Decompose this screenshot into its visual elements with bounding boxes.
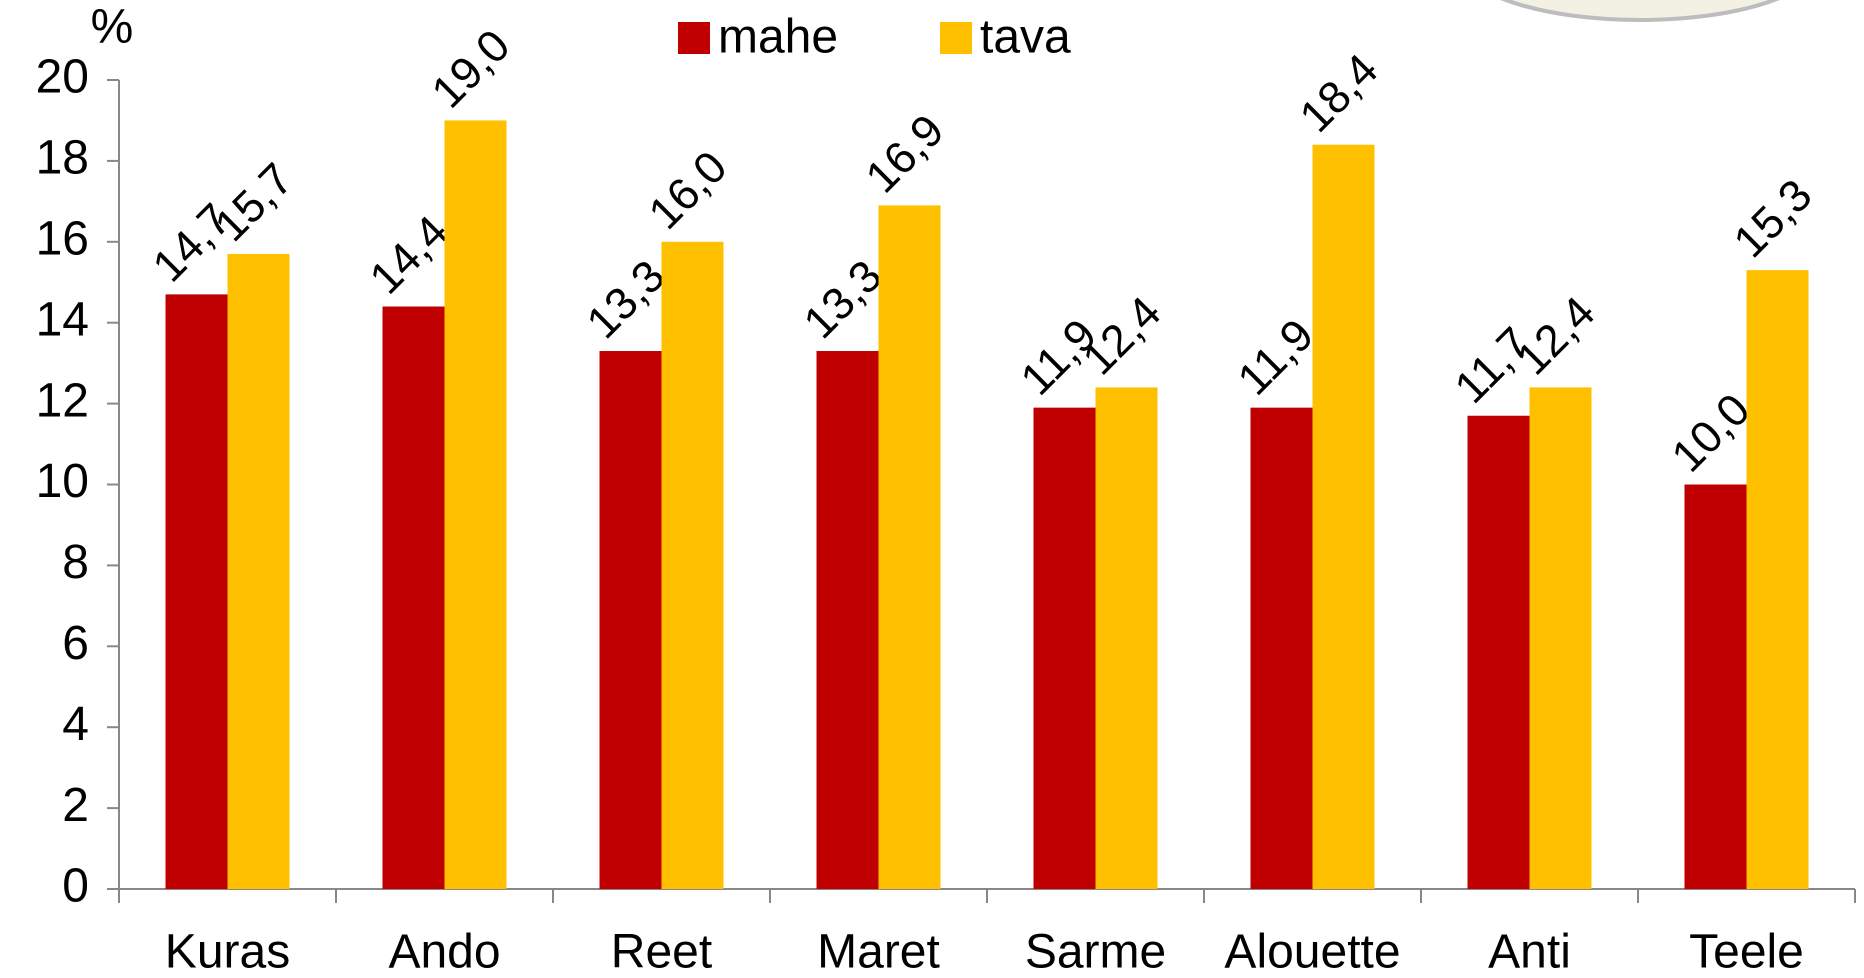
value-label: 10,0	[1662, 384, 1760, 482]
y-tick-label: 12	[36, 374, 89, 427]
value-label: 14,4	[360, 206, 458, 304]
x-tick-label: Reet	[611, 926, 712, 978]
x-tick-label: Ando	[388, 926, 500, 978]
legend-swatch	[678, 22, 710, 54]
bar	[661, 241, 724, 890]
x-tick-label: Anti	[1488, 926, 1571, 978]
bar	[1095, 387, 1158, 889]
y-tick-label: 10	[36, 455, 89, 508]
y-tick-label: 16	[36, 212, 89, 265]
x-tick-label: Alouette	[1224, 926, 1400, 978]
bar	[382, 306, 445, 889]
y-tick-label: 4	[62, 698, 89, 751]
bar	[227, 253, 290, 889]
y-tick-label: 8	[62, 536, 89, 589]
bar	[444, 120, 507, 889]
y-tick-label: 14	[36, 293, 89, 346]
bar	[1033, 407, 1096, 889]
y-axis-label: %	[91, 1, 134, 54]
bar	[1529, 387, 1592, 889]
bar	[599, 351, 662, 889]
value-label: 18,4	[1290, 44, 1388, 142]
bar	[1467, 415, 1530, 889]
value-label: 19,0	[422, 20, 520, 118]
y-tick-label: 2	[62, 779, 89, 832]
y-tick-label: 20	[36, 51, 89, 104]
x-tick-label: Teele	[1689, 926, 1804, 978]
plate-image	[1500, 0, 1780, 22]
bar	[878, 205, 941, 889]
x-tick-label: Kuras	[165, 926, 290, 978]
bar	[1312, 144, 1375, 890]
bar	[1746, 270, 1809, 889]
value-label: 12,4	[1073, 286, 1171, 384]
value-label: 16,0	[639, 141, 737, 239]
x-tick-label: Maret	[817, 926, 940, 978]
value-label: 15,3	[1724, 169, 1822, 267]
legend-swatch	[940, 22, 972, 54]
x-tick-label: Sarme	[1025, 926, 1166, 978]
legend-label: mahe	[718, 11, 838, 64]
bar	[816, 351, 879, 889]
y-tick-label: 0	[62, 860, 89, 913]
bar	[1250, 407, 1313, 889]
bar	[165, 294, 228, 889]
value-label: 16,9	[856, 104, 954, 202]
value-label: 13,3	[794, 250, 892, 348]
y-tick-label: 18	[36, 132, 89, 185]
y-tick-label: 6	[62, 617, 89, 670]
bar	[1684, 484, 1747, 889]
value-label: 11,9	[1228, 309, 1324, 405]
legend-label: tava	[980, 11, 1071, 64]
value-label: 13,3	[577, 250, 675, 348]
